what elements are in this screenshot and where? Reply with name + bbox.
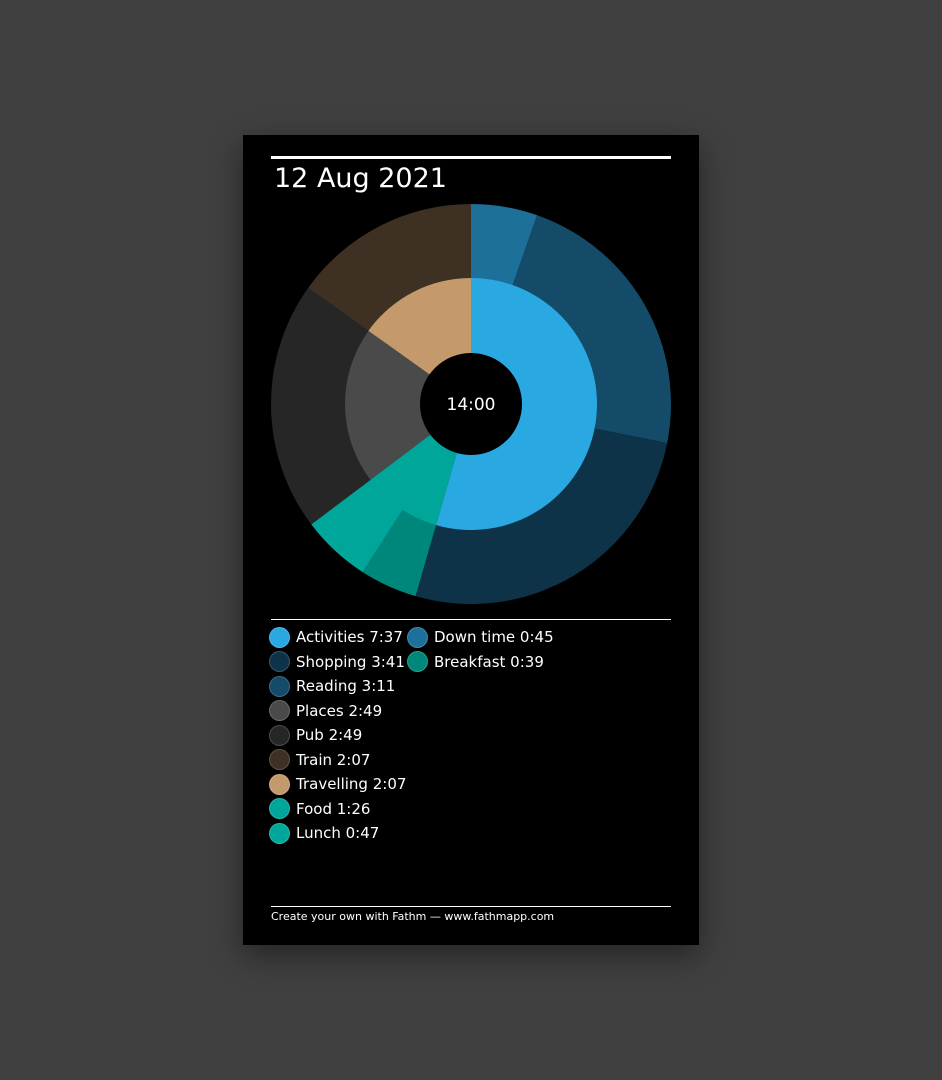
legend-item-activities: Activities 7:37	[269, 625, 406, 650]
middle-divider	[271, 619, 671, 620]
legend-swatch	[269, 651, 290, 673]
legend-label: Food 1:26	[296, 799, 371, 818]
legend-label: Activities 7:37	[296, 628, 403, 647]
legend-column-2: Down time 0:45 Breakfast 0:39	[407, 625, 554, 674]
legend-item-places: Places 2:49	[269, 699, 406, 724]
legend-item-breakfast: Breakfast 0:39	[407, 650, 554, 675]
bottom-divider	[271, 906, 671, 907]
legend-item-down-time: Down time 0:45	[407, 625, 554, 650]
legend-swatch	[269, 822, 290, 844]
legend-item-reading: Reading 3:11	[269, 674, 406, 699]
legend-swatch	[407, 651, 428, 673]
legend-item-shopping: Shopping 3:41	[269, 650, 406, 675]
top-divider	[271, 156, 671, 159]
center-hole	[420, 353, 522, 455]
legend-item-pub: Pub 2:49	[269, 723, 406, 748]
legend-label: Train 2:07	[296, 750, 371, 769]
legend-item-lunch: Lunch 0:47	[269, 821, 406, 846]
legend-swatch	[269, 798, 290, 820]
legend-label: Breakfast 0:39	[434, 652, 544, 671]
inner-slice-places	[345, 330, 471, 480]
legend-label: Lunch 0:47	[296, 824, 380, 843]
summary-card: 12 Aug 2021 14:00 Activities 7:37 Shoppin…	[243, 135, 699, 945]
legend-label: Down time 0:45	[434, 628, 554, 647]
legend-swatch	[269, 773, 290, 795]
legend-label: Travelling 2:07	[296, 775, 407, 794]
legend-item-food: Food 1:26	[269, 797, 406, 822]
sunburst-chart: 14:00	[271, 204, 671, 604]
legend-swatch	[269, 700, 290, 722]
legend-item-travelling: Travelling 2:07	[269, 772, 406, 797]
legend-label: Pub 2:49	[296, 726, 363, 745]
legend-swatch	[269, 626, 290, 648]
legend-swatch	[269, 675, 290, 697]
legend-label: Shopping 3:41	[296, 652, 405, 671]
center-time-label: 14:00	[447, 395, 496, 415]
legend: Activities 7:37 Shopping 3:41 Reading 3:11…	[269, 625, 679, 855]
legend-label: Places 2:49	[296, 701, 383, 720]
legend-label: Reading 3:11	[296, 677, 396, 696]
legend-swatch	[407, 626, 428, 648]
legend-swatch	[269, 749, 290, 771]
legend-swatch	[269, 724, 290, 746]
footer-credit: Create your own with Fathm — www.fathmap…	[271, 910, 555, 923]
legend-column-1: Activities 7:37 Shopping 3:41 Reading 3:11…	[269, 625, 406, 846]
legend-item-train: Train 2:07	[269, 748, 406, 773]
page-title: 12 Aug 2021	[274, 163, 447, 194]
